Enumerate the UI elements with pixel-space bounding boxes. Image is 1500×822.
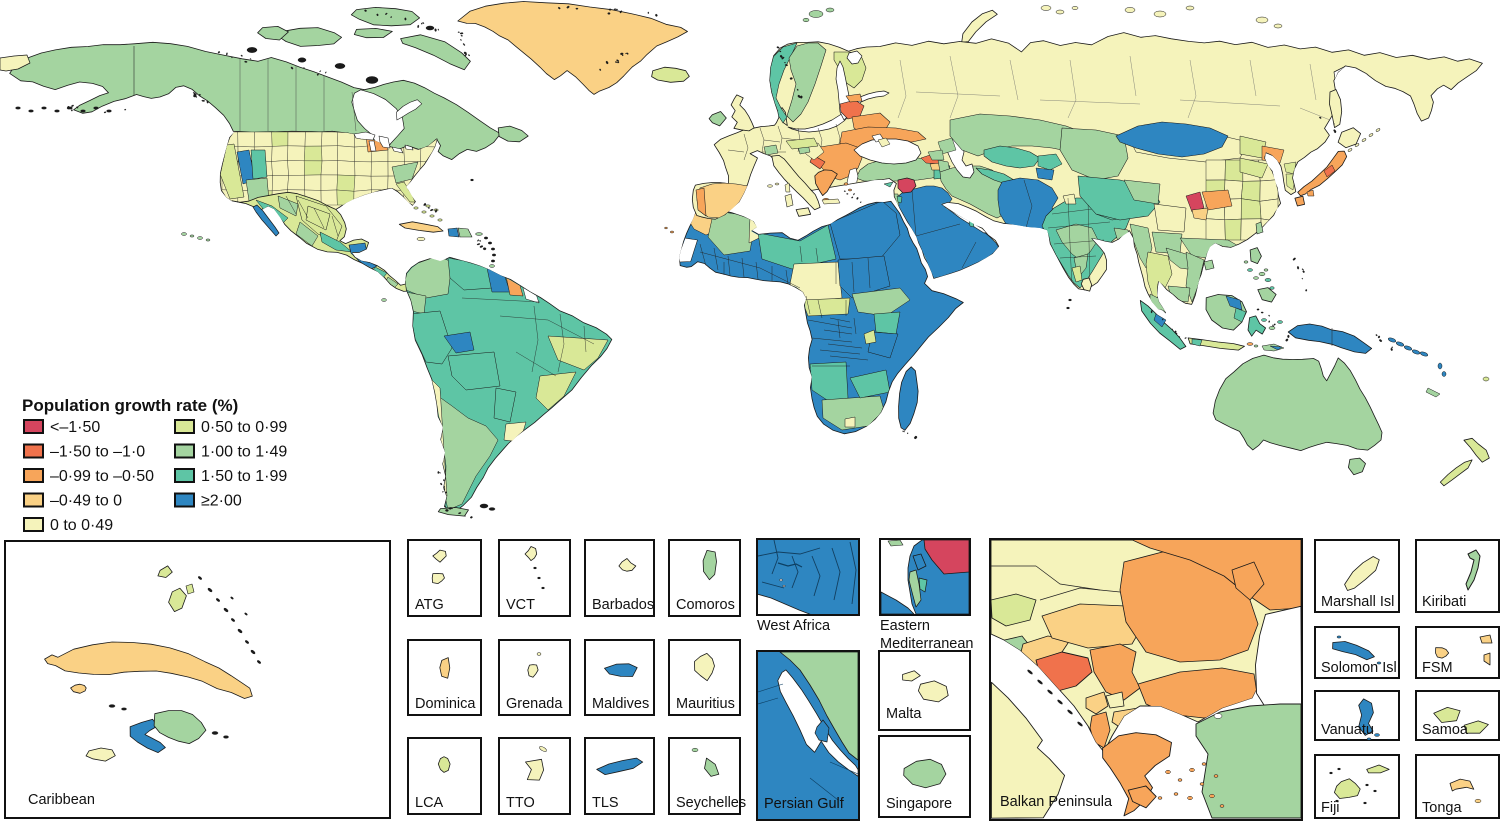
svg-text:0·50 to 0·99: 0·50 to 0·99	[201, 419, 287, 436]
svg-text:Solomon Isl: Solomon Isl	[1321, 660, 1397, 676]
svg-text:Kiribati: Kiribati	[1422, 594, 1466, 610]
svg-text:Persian Gulf: Persian Gulf	[764, 796, 845, 812]
svg-text:Maldives: Maldives	[592, 696, 649, 712]
svg-text:TLS: TLS	[592, 795, 619, 811]
svg-text:Vanuatu: Vanuatu	[1321, 722, 1374, 738]
svg-text:Mediterranean: Mediterranean	[880, 636, 974, 652]
svg-text:1·00 to 1·49: 1·00 to 1·49	[201, 444, 287, 461]
svg-text:Population growth rate (%): Population growth rate (%)	[22, 396, 238, 415]
svg-text:–0·99 to –0·50: –0·99 to –0·50	[50, 468, 154, 485]
svg-text:Grenada: Grenada	[506, 696, 563, 712]
svg-text:ATG: ATG	[415, 597, 444, 613]
svg-text:Singapore: Singapore	[886, 796, 952, 812]
svg-text:VCT: VCT	[506, 597, 535, 613]
svg-text:Dominica: Dominica	[415, 696, 476, 712]
svg-text:Comoros: Comoros	[676, 597, 735, 613]
svg-text:LCA: LCA	[415, 795, 444, 811]
svg-text:Balkan Peninsula: Balkan Peninsula	[1000, 794, 1113, 810]
svg-text:≥2·00: ≥2·00	[201, 493, 242, 510]
svg-text:<–1·50: <–1·50	[50, 419, 100, 436]
svg-text:FSM: FSM	[1422, 660, 1453, 676]
svg-text:Seychelles: Seychelles	[676, 795, 746, 811]
svg-text:1·50 to 1·99: 1·50 to 1·99	[201, 468, 287, 485]
svg-text:Malta: Malta	[886, 706, 922, 722]
svg-text:Barbados: Barbados	[592, 597, 654, 613]
svg-text:–0·49 to 0: –0·49 to 0	[50, 493, 122, 510]
svg-text:–1·50 to –1·0: –1·50 to –1·0	[50, 444, 145, 461]
svg-text:TTO: TTO	[506, 795, 535, 811]
svg-text:Mauritius: Mauritius	[676, 696, 735, 712]
svg-text:Tonga: Tonga	[1422, 800, 1462, 816]
svg-text:West Africa: West Africa	[757, 618, 831, 634]
svg-text:Fiji: Fiji	[1321, 800, 1340, 816]
svg-text:Marshall Isl: Marshall Isl	[1321, 594, 1394, 610]
svg-text:Eastern: Eastern	[880, 618, 930, 634]
svg-text:Caribbean: Caribbean	[28, 792, 95, 808]
svg-text:0 to 0·49: 0 to 0·49	[50, 517, 113, 534]
svg-text:Samoa: Samoa	[1422, 722, 1469, 738]
